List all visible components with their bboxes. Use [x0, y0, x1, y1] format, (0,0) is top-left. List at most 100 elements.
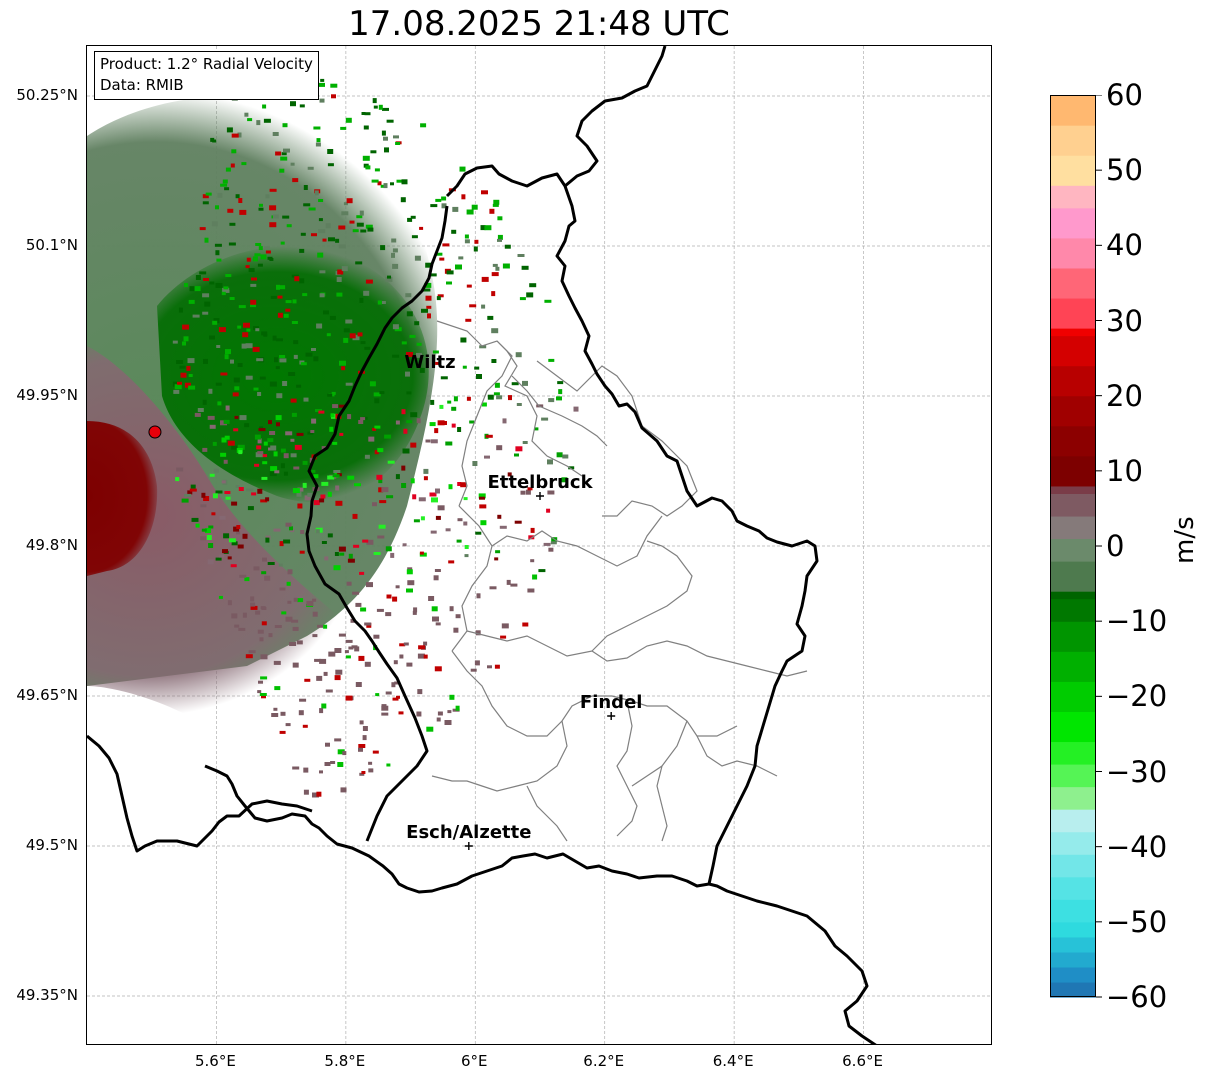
- echo-pixel: [362, 735, 367, 741]
- echo-pixel: [238, 305, 246, 309]
- echo-pixel: [319, 708, 324, 714]
- echo-pixel: [206, 535, 212, 540]
- echo-pixel: [515, 352, 522, 358]
- echo-pixel: [176, 467, 184, 472]
- echo-pixel: [406, 569, 413, 575]
- echo-pixel: [279, 285, 286, 290]
- echo-pixel: [261, 476, 268, 480]
- echo-pixel: [423, 654, 428, 659]
- echo-pixel: [257, 438, 262, 444]
- echo-pixel: [237, 444, 245, 450]
- colorbar-segment: [1050, 515, 1096, 540]
- echo-pixel: [176, 360, 184, 364]
- echo-pixel: [497, 234, 503, 240]
- echo-pixel: [456, 539, 462, 543]
- colorbar-tick-label: 50: [1106, 153, 1143, 188]
- echo-pixel: [319, 270, 326, 274]
- echo-pixel: [202, 293, 210, 298]
- echo-pixel: [277, 312, 283, 318]
- echo-pixel: [434, 428, 439, 434]
- echo-pixel: [364, 661, 371, 667]
- echo-pixel: [352, 335, 360, 341]
- echo-pixel: [296, 491, 302, 497]
- echo-pixel: [393, 135, 399, 139]
- colorbar-tick-label: 40: [1106, 228, 1143, 263]
- echo-pixel: [246, 328, 251, 332]
- echo-pixel: [184, 283, 188, 287]
- echo-pixel: [253, 387, 259, 391]
- echo-pixel: [306, 600, 314, 606]
- echo-field-red: [87, 421, 158, 576]
- echo-pixel: [247, 506, 254, 511]
- echo-pixel: [480, 520, 487, 526]
- echo-pixel: [481, 190, 488, 195]
- echo-pixel: [303, 767, 309, 773]
- echo-pixel: [449, 694, 455, 700]
- echo-pixel: [220, 452, 227, 457]
- echo-pixel: [227, 208, 234, 213]
- echo-pixel: [259, 693, 267, 696]
- echo-pixel: [279, 355, 286, 358]
- echo-pixel: [506, 579, 511, 585]
- echo-pixel: [414, 255, 421, 261]
- echo-pixel: [202, 447, 208, 452]
- echo-pixel: [248, 268, 255, 273]
- echo-pixel: [392, 596, 398, 602]
- echo-pixel: [220, 420, 227, 426]
- echo-pixel: [326, 333, 331, 337]
- echo-pixel: [436, 296, 441, 301]
- echo-pixel: [244, 112, 249, 117]
- echo-pixel: [556, 396, 562, 401]
- echo-pixel: [334, 675, 341, 681]
- echo-pixel: [430, 439, 438, 444]
- echo-pixel: [255, 328, 260, 332]
- echo-pixel: [282, 215, 290, 219]
- echo-pixel: [561, 477, 568, 483]
- echo-pixel: [407, 567, 413, 571]
- echo-pixel: [223, 533, 230, 539]
- colorbar-segment: [1050, 538, 1096, 562]
- echo-pixel: [225, 349, 231, 355]
- echo-pixel: [374, 450, 379, 455]
- echo-pixel: [324, 556, 329, 561]
- echo-pixel: [406, 420, 413, 424]
- echo-pixel: [349, 220, 355, 224]
- lat-tick-label: 50.25°N: [16, 86, 78, 104]
- echo-pixel: [435, 515, 441, 520]
- echo-pixel: [347, 558, 355, 563]
- echo-pixel: [356, 215, 363, 219]
- echo-pixel: [335, 669, 343, 675]
- echo-pixel: [197, 408, 204, 412]
- echo-pixel: [418, 497, 426, 502]
- echo-pixel: [495, 266, 500, 271]
- echo-pixel: [239, 415, 247, 421]
- echo-pixel: [272, 132, 279, 136]
- echo-pixel: [229, 222, 236, 226]
- echo-pixel: [195, 523, 200, 528]
- echo-pixel: [212, 139, 217, 143]
- echo-pixel: [473, 246, 478, 252]
- echo-pixel: [378, 487, 384, 493]
- echo-pixel: [263, 441, 268, 446]
- echo-pixel: [417, 653, 425, 659]
- echo-pixel: [383, 183, 388, 189]
- echo-pixel: [237, 544, 244, 549]
- echo-pixel: [217, 401, 222, 406]
- echo-pixel: [221, 290, 226, 296]
- echo-pixel: [494, 557, 499, 561]
- echo-pixel: [188, 299, 195, 304]
- echo-pixel: [279, 168, 285, 173]
- echo-pixel: [250, 596, 255, 602]
- echo-pixel: [496, 445, 503, 451]
- echo-pixel: [322, 238, 327, 242]
- echo-pixel: [547, 459, 553, 465]
- echo-pixel: [410, 412, 418, 418]
- map-title: 17.08.2025 21:48 UTC: [348, 4, 730, 44]
- echo-pixel: [257, 263, 263, 267]
- echo-pixel: [527, 487, 533, 491]
- echo-pixel: [207, 415, 215, 420]
- echo-pixel: [340, 126, 347, 130]
- echo-pixel: [317, 624, 324, 628]
- echo-pixel: [194, 286, 201, 292]
- echo-pixel: [255, 243, 262, 246]
